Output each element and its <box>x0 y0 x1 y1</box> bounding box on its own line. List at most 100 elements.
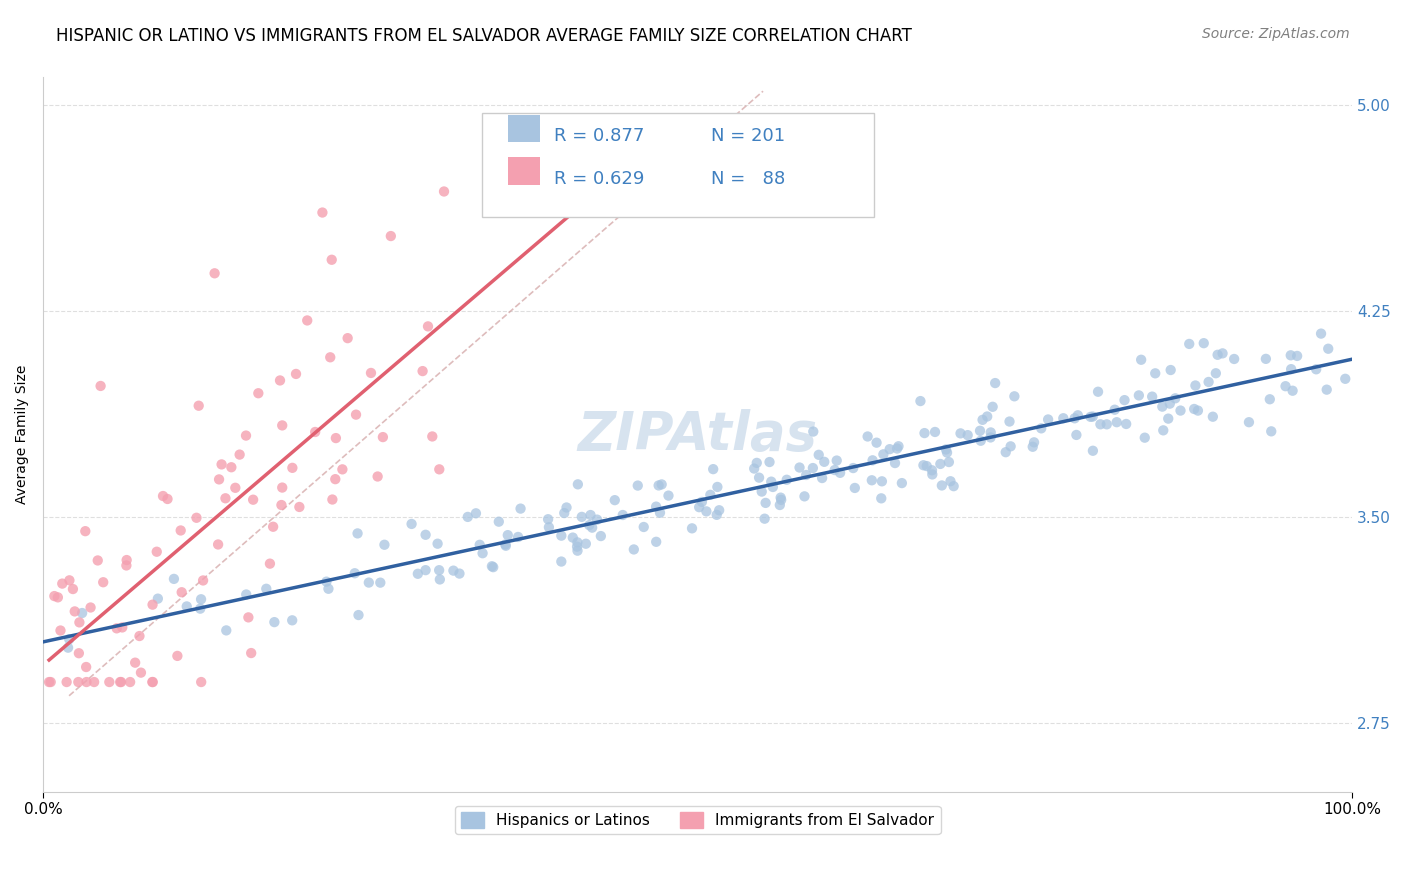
Point <box>942 479 965 493</box>
Point <box>420 429 443 443</box>
Point <box>645 500 668 514</box>
Point <box>1152 400 1174 414</box>
Point <box>318 582 340 596</box>
Point <box>152 489 174 503</box>
Point <box>506 530 529 544</box>
Point <box>63 604 86 618</box>
Point <box>1258 392 1281 407</box>
Point <box>980 425 1002 440</box>
Point <box>879 442 901 457</box>
Point <box>373 538 395 552</box>
Point <box>1260 425 1282 439</box>
Point <box>935 442 957 457</box>
Point <box>142 598 165 612</box>
Point <box>567 535 589 549</box>
Point <box>870 491 893 506</box>
Point <box>468 538 491 552</box>
Point <box>1279 348 1302 362</box>
Point <box>146 591 169 606</box>
Text: N =   88: N = 88 <box>710 170 785 188</box>
Point <box>1198 375 1220 389</box>
Point <box>323 472 346 486</box>
Point <box>357 575 380 590</box>
Point <box>170 524 193 538</box>
Point <box>709 503 731 517</box>
Point <box>188 601 211 615</box>
Point <box>247 386 270 401</box>
Point <box>633 520 655 534</box>
Point <box>1115 417 1137 431</box>
Point <box>240 646 263 660</box>
Point <box>645 534 668 549</box>
Point <box>115 558 138 573</box>
Point <box>228 448 250 462</box>
Point <box>426 537 449 551</box>
Point <box>163 572 186 586</box>
Point <box>884 456 907 470</box>
Point <box>565 540 588 554</box>
Point <box>39 675 62 690</box>
Point <box>761 475 783 489</box>
Point <box>235 428 257 442</box>
Point <box>648 506 671 520</box>
Point <box>830 466 852 480</box>
Point <box>191 574 214 588</box>
Point <box>949 426 972 441</box>
Point <box>457 509 479 524</box>
Point <box>890 476 912 491</box>
Point <box>751 484 773 499</box>
Point <box>495 539 517 553</box>
Point <box>332 462 354 476</box>
Point <box>242 492 264 507</box>
Point <box>170 585 193 599</box>
Point <box>623 542 645 557</box>
Point <box>297 313 319 327</box>
Text: ZIPAtlas: ZIPAtlas <box>578 409 817 460</box>
Point <box>344 408 367 422</box>
Point <box>910 394 932 409</box>
Point <box>758 455 780 469</box>
Point <box>769 498 792 512</box>
Point <box>994 445 1017 459</box>
Point <box>872 447 894 461</box>
Point <box>537 512 560 526</box>
Point <box>555 500 578 515</box>
Point <box>416 319 439 334</box>
Point <box>825 453 848 467</box>
Point <box>776 473 799 487</box>
Point <box>807 448 830 462</box>
Point <box>681 521 703 535</box>
Point <box>1317 342 1340 356</box>
Point <box>270 498 292 512</box>
Point <box>1052 411 1074 425</box>
Point <box>865 435 887 450</box>
Point <box>427 462 450 476</box>
Point <box>755 496 778 510</box>
Point <box>754 511 776 525</box>
Point <box>224 481 246 495</box>
Point <box>1182 401 1205 416</box>
Point <box>412 364 434 378</box>
Point <box>690 495 713 509</box>
Point <box>429 573 451 587</box>
Point <box>1316 383 1339 397</box>
Point <box>1130 352 1153 367</box>
Point <box>970 434 993 448</box>
Point <box>647 478 669 492</box>
Point <box>263 615 285 629</box>
Point <box>929 457 952 471</box>
Point <box>801 461 824 475</box>
Point <box>981 400 1004 414</box>
Point <box>886 442 908 456</box>
Point <box>976 409 998 424</box>
Point <box>415 528 437 542</box>
Point <box>537 520 560 534</box>
Point <box>215 624 238 638</box>
Point <box>238 610 260 624</box>
Point <box>695 504 717 518</box>
Point <box>336 331 359 345</box>
Point <box>1000 439 1022 453</box>
Point <box>793 489 815 503</box>
Point <box>406 566 429 581</box>
Point <box>1133 431 1156 445</box>
